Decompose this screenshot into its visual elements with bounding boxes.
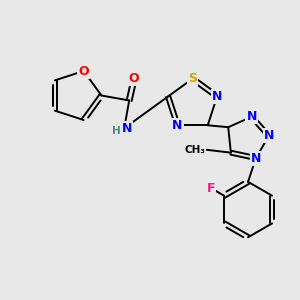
Text: O: O	[129, 72, 140, 85]
Text: N: N	[251, 152, 261, 164]
Text: N: N	[122, 122, 132, 135]
Text: O: O	[78, 64, 89, 77]
Text: N: N	[172, 119, 183, 132]
Text: N: N	[264, 129, 274, 142]
Text: H: H	[112, 126, 121, 136]
Text: N: N	[212, 90, 222, 103]
Text: F: F	[207, 182, 215, 195]
Text: N: N	[246, 110, 257, 123]
Text: S: S	[188, 72, 197, 85]
Text: CH₃: CH₃	[184, 145, 205, 155]
